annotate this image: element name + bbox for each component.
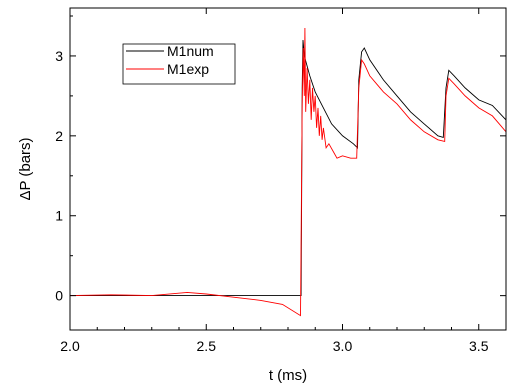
y-tick-label: 3 — [55, 48, 63, 64]
x-tick-label: 2.5 — [197, 338, 217, 354]
ticks-layer: 2.0 2.5 3.0 3.5 0 1 2 3 — [55, 8, 506, 354]
x-axis-title: t (ms) — [269, 367, 307, 384]
y-tick-label: 2 — [55, 128, 63, 144]
y-tick-label: 0 — [55, 288, 63, 304]
legend-label-m1exp: M1exp — [167, 61, 209, 77]
x-tick-label: 2.0 — [60, 338, 80, 354]
y-axis-title: ΔP (bars) — [17, 137, 34, 200]
legend: M1num M1exp — [122, 43, 236, 85]
series-layer — [70, 27, 506, 317]
x-tick-label: 3.0 — [333, 338, 353, 354]
legend-label-m1num: M1num — [167, 43, 214, 59]
series-line-m1exp — [70, 27, 506, 317]
y-tick-label: 1 — [55, 208, 63, 224]
x-tick-label: 3.5 — [469, 338, 489, 354]
